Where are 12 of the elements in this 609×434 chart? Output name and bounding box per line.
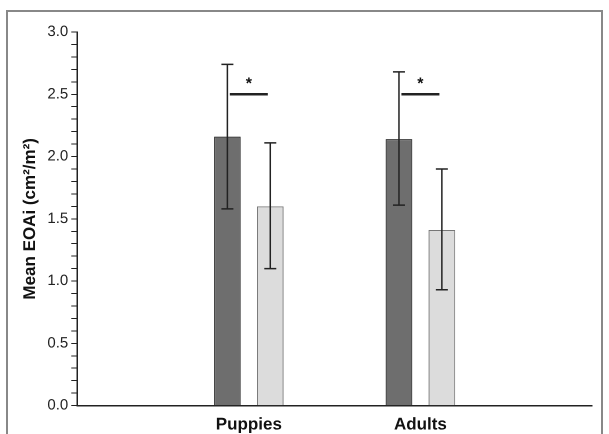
y-tick-label: 0.0 <box>47 396 68 414</box>
annotation: * <box>417 75 424 92</box>
y-tick-label: 1.0 <box>47 272 68 290</box>
y-tick-label: 1.5 <box>47 210 68 227</box>
y-tick-label: 0.5 <box>47 334 68 352</box>
x-tick-label: Puppies <box>216 414 282 434</box>
y-tick-label: 3.0 <box>47 23 68 40</box>
x-tick-label: Adults <box>394 414 447 434</box>
annotation: * <box>246 75 253 92</box>
y-tick-label: 2.0 <box>47 148 68 165</box>
y-tick-label: 2.5 <box>47 85 68 102</box>
y-axis-title: Mean EOAi (cm²/m²) <box>20 138 39 300</box>
